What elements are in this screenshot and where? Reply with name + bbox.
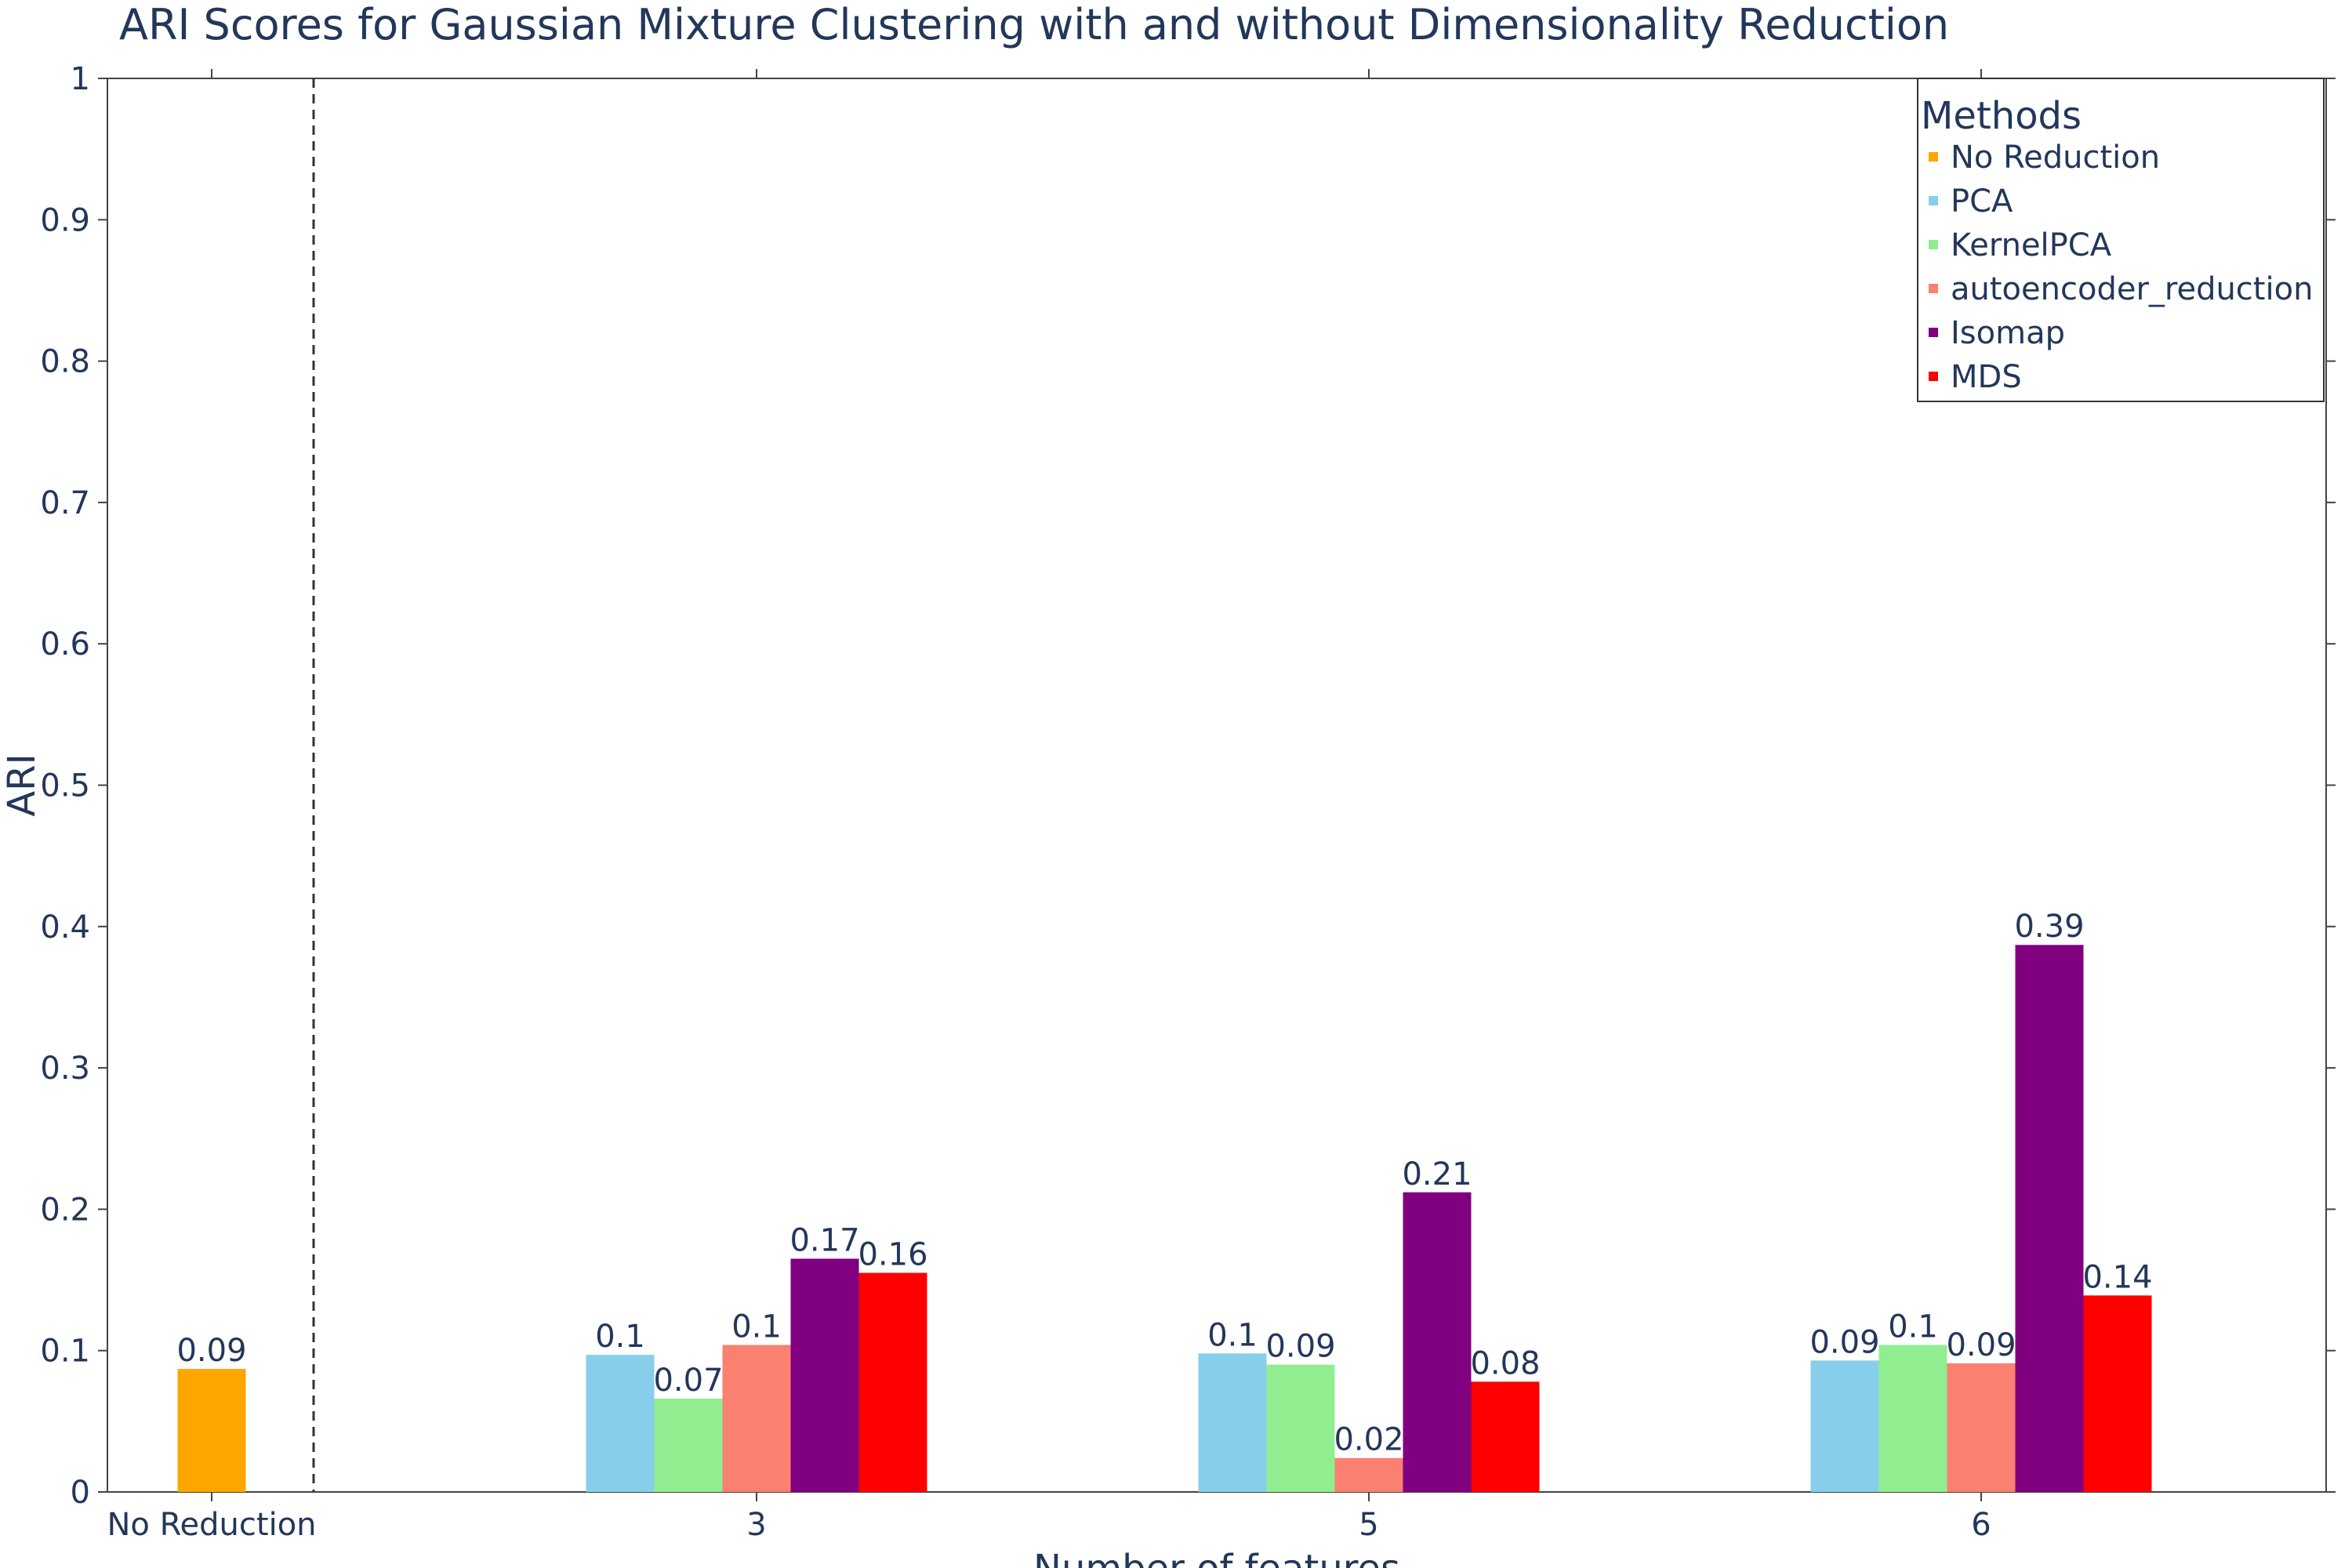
y-tick-label: 0.9 (40, 202, 90, 238)
x-axis-title: Number of features (1033, 1547, 1400, 1568)
bar-isomap (1403, 1192, 1472, 1492)
bars: 0.09 0.10.070.10.170.160.1 0.090.020.210.0… (176, 909, 2153, 1492)
legend-swatch (1929, 284, 1938, 293)
bar-autoencoder-reduction (1334, 1457, 1403, 1492)
y-tick-label: 0.4 (40, 909, 90, 946)
data-label: 0.1 (1888, 1308, 1938, 1345)
legend-title: Methods (1921, 94, 2082, 138)
legend-swatch (1929, 328, 1938, 337)
bar-isomap (790, 1258, 859, 1492)
data-label: 0.1 (731, 1308, 782, 1345)
bar-mds (1471, 1381, 1540, 1492)
data-label: 0.09 (176, 1333, 246, 1369)
data-label: 0.21 (1402, 1156, 1472, 1192)
y-tick-label: 0.1 (40, 1334, 90, 1370)
legend-swatch (1929, 152, 1938, 162)
x-tick-label: 3 (746, 1507, 766, 1543)
data-label: 0.1 (1207, 1317, 1258, 1353)
data-label: 0.09 (1809, 1324, 1879, 1360)
y-tick-label: 0.6 (40, 626, 90, 662)
legend-label: KernelPCA (1951, 227, 2112, 263)
x-tick-label: 5 (1359, 1507, 1378, 1543)
data-label: 0.08 (1470, 1345, 1540, 1381)
y-tick-label: 1 (71, 61, 90, 97)
bar-pca (1198, 1353, 1267, 1492)
data-label: 0.09 (1265, 1329, 1335, 1365)
data-label: 0.1 (595, 1319, 645, 1355)
y-tick-label: 0.5 (40, 768, 90, 804)
data-label: 0.02 (1334, 1422, 1403, 1458)
legend-swatch (1929, 240, 1938, 249)
y-tick-label: 0.2 (40, 1192, 90, 1228)
bar-kernelpca (1266, 1364, 1335, 1492)
bar-kernelpca (1878, 1345, 1947, 1492)
bar-mds (858, 1272, 927, 1492)
y-tick-label: 0.8 (40, 344, 90, 380)
bar-kernelpca (654, 1399, 723, 1492)
legend-label: PCA (1951, 183, 2013, 220)
data-label: 0.39 (2014, 909, 2084, 945)
y-tick-label: 0.7 (40, 485, 90, 521)
chart-title: ARI Scores for Gaussian Mixture Clusteri… (119, 0, 1949, 49)
bar-isomap (2015, 945, 2084, 1492)
data-label: 0.09 (1946, 1327, 2016, 1363)
data-label: 0.16 (858, 1237, 927, 1273)
legend-label: Isomap (1951, 315, 2065, 351)
legend-label: No Reduction (1951, 140, 2160, 176)
bar-autoencoder-reduction (722, 1345, 791, 1492)
data-label: 0.07 (653, 1363, 723, 1399)
bar-pca (1810, 1360, 1879, 1492)
bar-autoencoder-reduction (1947, 1363, 2016, 1492)
legend-swatch (1929, 196, 1938, 205)
legend-label: autoencoder_reduction (1951, 271, 2313, 307)
bar-no-reduction (177, 1369, 246, 1492)
data-label: 0.17 (789, 1223, 859, 1259)
y-tick-label: 0 (71, 1475, 90, 1511)
axes: 0 0.1 0.2 0.3 0.4 0.5 0.6 0.7 0.8 0.9 1 ARI Number o… (0, 61, 2336, 1568)
bar-mds (2083, 1295, 2152, 1492)
bar-pca (586, 1355, 655, 1492)
y-tick-label: 0.3 (40, 1051, 90, 1087)
y-axis-title: ARI (0, 753, 44, 816)
x-tick-label: No Reduction (107, 1507, 316, 1543)
legend-box (1917, 78, 2325, 402)
legend-label: MDS (1951, 359, 2022, 395)
data-label: 0.14 (2082, 1259, 2152, 1295)
x-tick-label: 6 (1971, 1507, 1991, 1543)
legend-swatch (1929, 372, 1938, 381)
